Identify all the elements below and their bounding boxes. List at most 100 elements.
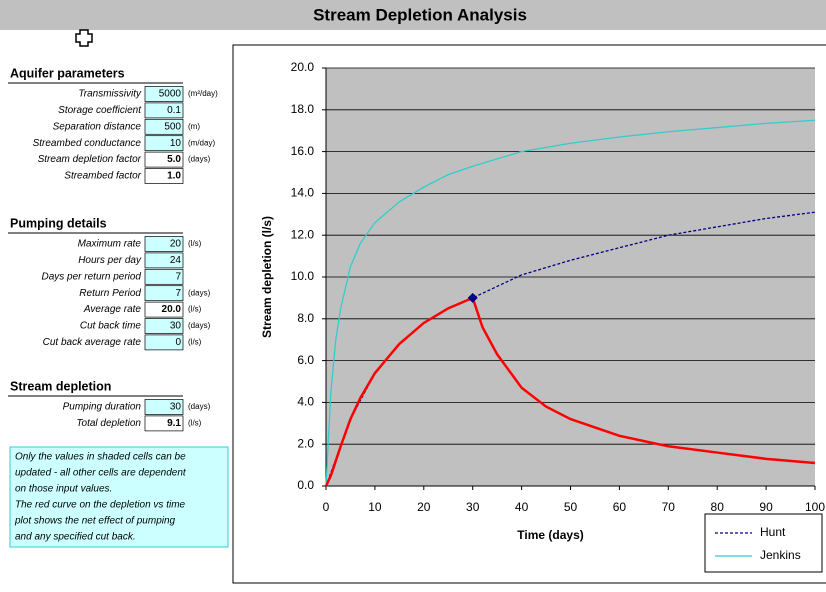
y-axis-label: Stream depletion (l/s) xyxy=(260,216,274,338)
field-value: 20 xyxy=(170,239,182,250)
x-tick-label: 30 xyxy=(466,500,480,514)
field-label: Storage coefficient xyxy=(58,105,142,116)
y-tick-label: 18.0 xyxy=(291,102,315,116)
cursor xyxy=(75,29,93,47)
field-unit: (l/s) xyxy=(188,239,202,248)
y-tick-label: 8.0 xyxy=(297,311,314,325)
data-marker xyxy=(467,292,478,303)
field-unit: (m²/day) xyxy=(188,89,218,98)
field-value: 24 xyxy=(170,255,182,266)
legend-box xyxy=(704,513,823,573)
field-value: 500 xyxy=(164,121,181,132)
field-label: Cut back time xyxy=(80,321,142,332)
field-value: 9.1 xyxy=(167,418,181,429)
field-value: 10 xyxy=(170,138,182,149)
field-label: Streambed factor xyxy=(64,171,141,182)
legend-label: Jenkins xyxy=(760,548,801,562)
value-cell xyxy=(144,285,184,302)
field-unit: (days) xyxy=(188,155,211,164)
data-line xyxy=(325,211,816,487)
field-label: Cut back average rate xyxy=(43,337,142,348)
page-title: Stream Depletion Analysis xyxy=(313,5,527,24)
field-value: 20.0 xyxy=(162,304,182,315)
field-value: 7 xyxy=(175,288,181,299)
x-tick-label: 0 xyxy=(323,500,330,514)
value-cell xyxy=(144,135,184,152)
field-label: Transmissivity xyxy=(78,89,142,100)
section-title: Pumping details xyxy=(10,216,107,230)
x-tick-label: 20 xyxy=(417,500,431,514)
y-tick-label: 20.0 xyxy=(291,60,315,74)
field-label: Maximum rate xyxy=(78,239,142,250)
note-box xyxy=(9,446,229,548)
x-tick-label: 90 xyxy=(759,500,773,514)
field-label: Pumping duration xyxy=(63,402,142,413)
field-value: 5.0 xyxy=(167,154,181,165)
note-line: and any specified cut back. xyxy=(15,532,136,543)
x-tick-label: 10 xyxy=(368,500,382,514)
x-tick-label: 40 xyxy=(515,500,529,514)
y-tick-label: 10.0 xyxy=(291,269,315,283)
field-unit: (l/s) xyxy=(188,305,202,314)
field-label: Streambed conductance xyxy=(33,138,142,149)
field-unit: (l/s) xyxy=(188,419,202,428)
value-cell xyxy=(144,151,184,168)
field-value: 1.0 xyxy=(167,171,181,182)
field-label: Average rate xyxy=(83,304,142,315)
field-value: 7 xyxy=(175,271,181,282)
field-label: Separation distance xyxy=(53,121,142,132)
x-tick-label: 100 xyxy=(805,500,825,514)
field-label: Stream depletion factor xyxy=(38,154,142,165)
title-bar xyxy=(0,0,826,30)
field-value: 30 xyxy=(170,321,182,332)
y-tick-label: 2.0 xyxy=(297,436,314,450)
note-line: on those input values. xyxy=(15,484,112,495)
value-cell xyxy=(144,236,184,252)
value-cell xyxy=(144,301,184,318)
data-line xyxy=(325,119,816,487)
field-unit: (days) xyxy=(188,321,211,330)
value-cell xyxy=(144,399,184,415)
field-unit: (days) xyxy=(188,402,211,411)
field-label: Days per return period xyxy=(42,271,142,282)
value-cell xyxy=(144,118,184,135)
field-unit: (m/day) xyxy=(188,138,215,147)
field-value: 0 xyxy=(175,337,181,348)
legend-label: Hunt xyxy=(760,525,786,539)
value-cell xyxy=(144,334,184,351)
field-label: Total depletion xyxy=(76,418,141,429)
field-unit: (l/s) xyxy=(188,338,202,347)
y-tick-label: 16.0 xyxy=(291,144,315,158)
note-line: The red curve on the depletion vs time xyxy=(15,500,186,511)
field-label: Return Period xyxy=(79,288,141,299)
section-title: Aquifer parameters xyxy=(10,66,125,80)
value-cell xyxy=(144,252,184,269)
x-tick-label: 50 xyxy=(564,500,578,514)
value-cell xyxy=(144,415,184,432)
field-label: Hours per day xyxy=(78,255,142,266)
x-tick-label: 80 xyxy=(711,500,725,514)
y-tick-label: 6.0 xyxy=(297,353,314,367)
note-line: updated - all other cells are dependent xyxy=(15,468,187,479)
x-axis-label: Time (days) xyxy=(517,528,583,542)
y-tick-label: 4.0 xyxy=(297,395,314,409)
y-tick-label: 14.0 xyxy=(291,186,315,200)
note-line: plot shows the net effect of pumping xyxy=(14,516,176,527)
field-value: 5000 xyxy=(159,89,182,100)
value-cell xyxy=(144,102,184,119)
value-cell xyxy=(144,86,184,102)
field-unit: (m) xyxy=(188,122,200,131)
note-line: Only the values in shaded cells can be xyxy=(15,452,186,463)
x-tick-label: 60 xyxy=(613,500,627,514)
value-cell xyxy=(144,268,184,285)
field-unit: (days) xyxy=(188,288,211,297)
y-tick-label: 0.0 xyxy=(297,478,314,492)
section-title: Stream depletion xyxy=(10,379,111,393)
field-value: 0.1 xyxy=(167,105,181,116)
value-cell xyxy=(144,168,184,184)
y-tick-label: 12.0 xyxy=(291,227,315,241)
field-value: 30 xyxy=(170,402,182,413)
x-tick-label: 70 xyxy=(662,500,676,514)
value-cell xyxy=(144,318,184,334)
